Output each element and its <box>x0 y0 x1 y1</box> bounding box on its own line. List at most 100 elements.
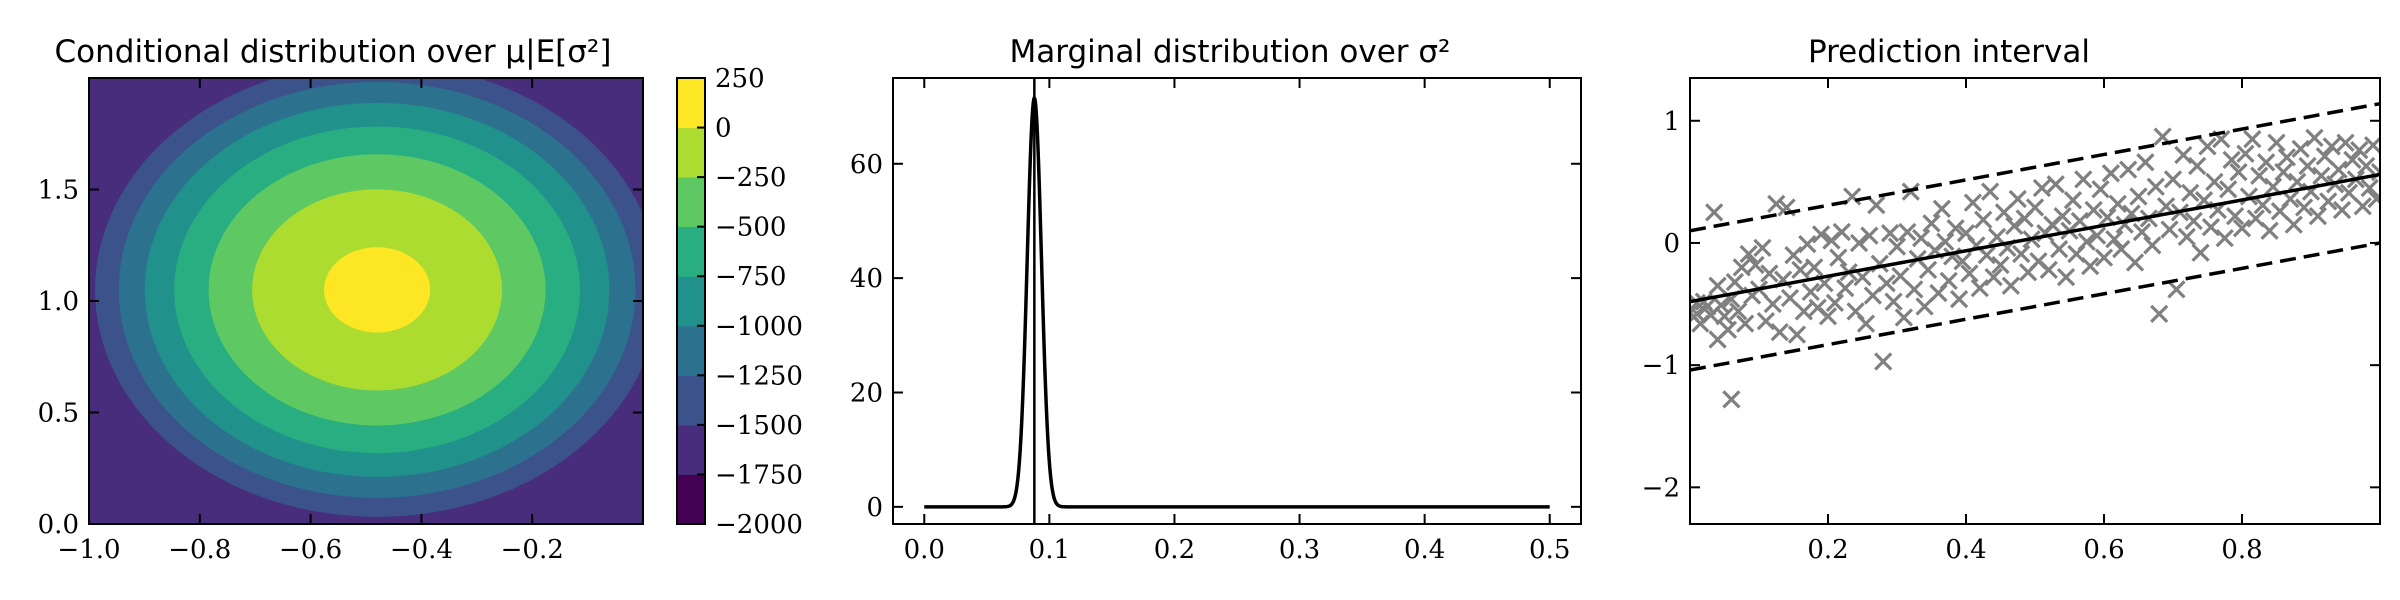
data-point-marker <box>1984 268 2003 287</box>
colorbar-tick-label: −1500 <box>715 411 803 441</box>
data-point-marker <box>2094 248 2114 267</box>
data-point-marker <box>1798 235 1817 254</box>
data-point-marker <box>2336 133 2355 152</box>
contour|0-ytick-label: 0.5 <box>38 399 79 429</box>
prediction|2-ytick-label: −2 <box>1642 473 1680 503</box>
data-point-marker <box>2219 180 2238 199</box>
contour|0-xtick-label: −0.4 <box>390 535 453 565</box>
data-point-marker <box>2343 150 2362 169</box>
colorbar-tick-label: −750 <box>715 262 786 292</box>
data-point-marker <box>1960 264 1979 283</box>
data-point-marker <box>1849 233 1869 253</box>
prediction|2-xtick-label: 0.6 <box>2083 535 2124 565</box>
data-point-marker <box>1898 222 1917 242</box>
data-point-marker <box>1780 288 1800 308</box>
data-point-marker <box>2112 239 2131 259</box>
colorbar-segment <box>677 78 705 129</box>
prediction|2-xtick-label: 0.4 <box>1945 535 1986 565</box>
data-point-marker <box>2253 195 2272 215</box>
data-point-marker <box>1760 264 1779 283</box>
data-point-marker <box>1880 224 1900 243</box>
data-point-marker <box>2298 156 2317 176</box>
contour|0-xtick-label: −0.6 <box>279 535 342 565</box>
data-point-marker <box>1977 246 1996 265</box>
data-point-marker <box>2184 211 2203 231</box>
marginal|1-ytick-label: 20 <box>850 378 883 408</box>
data-point-marker <box>1725 272 1744 292</box>
data-point-marker <box>1770 323 1789 342</box>
data-point-marker <box>2053 206 2072 226</box>
lower-bound-line <box>1690 241 2380 372</box>
data-point-marker <box>1711 296 1731 315</box>
data-point-marker <box>2257 153 2276 172</box>
data-point-marker <box>2132 222 2152 242</box>
data-point-marker <box>1763 294 1782 314</box>
marginal|1-xtick-label: 0.2 <box>1154 535 1195 565</box>
data-point-marker <box>2032 178 2052 198</box>
colorbar: 250 0 −250 −500 −750 −1000 −1250 −1500 −1750 −200… <box>676 64 803 540</box>
data-point-marker <box>1718 320 1738 339</box>
data-point-marker <box>2084 200 2103 220</box>
data-point-marker <box>2181 183 2200 202</box>
data-point-marker <box>1767 194 1786 213</box>
contour-title: Conditional distribution over μ|E[σ²] <box>55 34 612 70</box>
data-point-marker <box>2274 162 2293 182</box>
data-point-marker <box>1918 260 1938 279</box>
data-point-marker <box>2191 243 2210 262</box>
colorbar-segment <box>677 375 705 426</box>
contour|0-ytick-label: 1.5 <box>38 176 79 206</box>
colorbar-tick-label: −1750 <box>715 460 803 490</box>
data-point-marker <box>2167 280 2186 299</box>
data-point-marker <box>1946 219 1965 238</box>
data-point-marker <box>1739 244 1758 264</box>
data-point-marker <box>2119 160 2138 179</box>
data-point-marker <box>1791 260 1810 279</box>
data-point-marker <box>2077 232 2096 251</box>
prediction-panel: Prediction interval 0.2 0.4 0.6 0.8 −2 −1 0 1 <box>1642 34 2381 565</box>
data-point-marker <box>2198 137 2217 156</box>
data-point-marker <box>2284 215 2303 234</box>
data-point-marker <box>2012 244 2031 264</box>
data-point-marker <box>1974 210 1993 229</box>
contour-band <box>324 247 431 333</box>
data-point-marker <box>2108 194 2127 213</box>
marginal|1-ytick-label: 0 <box>866 493 883 523</box>
data-point-marker <box>2308 206 2328 226</box>
prediction|2-ytick-label: 1 <box>1663 107 1680 137</box>
data-point-marker <box>2322 137 2341 156</box>
data-point-marker <box>2160 220 2179 239</box>
prediction|2-ytick-label: 0 <box>1663 229 1680 259</box>
data-point-marker <box>1970 279 1989 298</box>
data-point-marker <box>2229 162 2248 182</box>
data-point-marker <box>2236 144 2255 163</box>
data-point-marker <box>2329 160 2348 179</box>
data-point-marker <box>2360 178 2379 198</box>
data-point-marker <box>2332 200 2352 220</box>
data-point-marker <box>1746 255 1765 275</box>
data-point-marker <box>2205 172 2224 191</box>
data-point-marker <box>1887 237 1907 256</box>
colorbar-segment <box>677 127 705 178</box>
marginal|1-xtick-label: 0.1 <box>1029 535 1070 565</box>
marginal-title: Marginal distribution over σ² <box>1010 34 1451 70</box>
data-point-marker <box>1922 214 1941 233</box>
prediction-axes-frame <box>1689 77 2381 525</box>
data-point-marker <box>1867 195 1886 215</box>
data-point-marker <box>2046 175 2065 194</box>
colorbar-tick-label: −500 <box>715 213 786 243</box>
marginal|1-xtick-label: 0.3 <box>1279 535 1320 565</box>
data-point-marker <box>1891 266 1910 286</box>
colorbar-segment <box>677 276 705 327</box>
contour|0-ytick-label: 1.0 <box>38 287 79 317</box>
data-point-marker <box>2163 170 2183 189</box>
data-point-marker <box>1794 302 1813 321</box>
colorbar-tick-label: −250 <box>715 163 786 193</box>
contour|0-xtick-label: −1.0 <box>57 535 120 565</box>
mean-prediction-line <box>1690 172 2380 304</box>
data-point-marker <box>1829 248 1848 267</box>
data-point-marker <box>2091 180 2110 199</box>
prediction|2-ytick-label: −1 <box>1642 351 1680 381</box>
data-point-marker <box>1736 314 1755 333</box>
data-point-marker <box>2101 164 2121 183</box>
data-point-marker <box>2150 304 2169 323</box>
